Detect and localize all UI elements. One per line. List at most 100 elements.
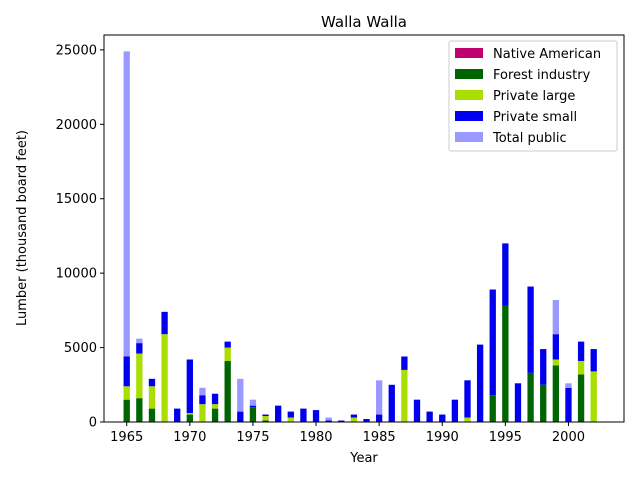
bar-segment-series4-1999 [552,299,559,335]
x-tick-label-6: 1995 [489,430,522,445]
bar-segment-series3-1965 [123,356,130,387]
bar-segment-series3-1995 [502,243,509,306]
x-axis-title: Year [349,451,378,466]
legend-swatch-0 [455,48,483,58]
bar-segment-series2-1972 [211,404,219,409]
bar-segment-series1-1965 [123,399,130,422]
chart-title: Walla Walla [321,13,407,31]
bar-segment-series3-1966 [136,343,143,354]
bar-segment-series1-1966 [136,398,143,422]
bar-segment-series3-1994 [489,289,496,396]
bar-segment-series3-1983 [350,414,358,418]
bar-segment-series3-1974 [237,411,244,422]
x-tick-label-7: 2000 [552,430,585,445]
bar-segment-series1-1975 [249,407,257,422]
bar-segment-series4-1966 [136,338,143,344]
bar-segment-series3-1972 [211,393,219,405]
bar-segment-series4-1971 [199,387,206,396]
legend-swatch-4 [455,132,483,142]
bar-segment-series4-2000 [565,383,572,388]
legend-swatch-2 [455,90,483,100]
x-tick-label-1: 1970 [173,430,206,445]
bar-segment-series3-1992 [464,380,471,418]
bar-segment-series3-1990 [439,414,446,422]
bar-segment-series3-2001 [577,341,585,361]
legend-swatch-1 [455,69,483,79]
bar-segment-series4-1965 [123,51,130,357]
bar-segment-series3-1984 [363,419,370,422]
bar-segment-series3-1968 [161,311,168,335]
bar-segment-series3-1967 [148,378,156,387]
bar-segment-series3-1970 [186,359,193,414]
bar-segment-series1-2001 [577,374,585,422]
bar-segment-series3-1969 [174,408,181,422]
bar-segment-series4-1985 [375,380,383,415]
bar-segment-series2-1966 [136,353,143,399]
bar-segment-series1-1994 [489,395,496,422]
bar-segment-series3-1973 [224,341,231,348]
legend-label-1: Forest industry [493,68,591,83]
bar-segment-series3-1978 [287,411,294,418]
y-tick-label-0: 0 [89,416,97,431]
x-tick-label-5: 1990 [426,430,459,445]
axes-layer: 0 5000 10000 15000 20000 25000 1965 1970 1975 198… [56,43,585,445]
bar-segment-series2-1992 [464,417,471,422]
bar-segment-series1-1972 [211,408,219,422]
bar-segment-series1-1976 [262,420,269,422]
bar-segment-series2-1971 [199,404,206,422]
bar-segment-series2-1967 [148,386,156,409]
bar-segment-series4-1974 [237,378,244,412]
legend-swatch-3 [455,111,483,121]
bar-segment-series1-1998 [540,384,547,422]
bars-layer [123,51,597,422]
bar-segment-series3-1987 [401,356,408,370]
bar-segment-series3-1993 [476,344,484,422]
y-tick-label-5: 25000 [56,43,97,58]
bar-segment-series2-1968 [161,334,168,422]
bar-segment-series3-2000 [565,387,572,422]
y-tick-label-2: 10000 [56,267,97,282]
bar-segment-series2-1978 [287,417,294,422]
x-tick-label-2: 1975 [236,430,269,445]
bar-segment-series3-1977 [275,405,282,422]
bar-segment-series3-2002 [590,349,597,372]
bar-segment-series3-1982 [338,420,345,422]
bar-segment-series4-1975 [249,399,257,406]
bar-segment-series2-1976 [262,416,269,421]
bar-segment-series3-1998 [540,349,547,385]
bar-segment-series1-1995 [502,305,509,422]
legend-label-0: Native American [493,47,601,62]
bar-segment-series3-1999 [552,334,559,360]
y-tick-label-4: 20000 [56,118,97,133]
x-tick-label-4: 1985 [363,430,396,445]
bar-segment-series3-1985 [375,414,383,422]
x-tick-label-0: 1965 [110,430,143,445]
legend: Native American Forest industry Private la… [448,40,618,152]
bar-segment-series2-1999 [552,359,559,366]
legend-items: Native American Forest industry Private la… [455,47,601,146]
y-axis-title: Lumber (thousand board feet) [15,130,30,326]
bar-segment-series2-2002 [590,371,597,422]
bar-segment-series2-1965 [123,386,130,400]
bar-segment-series3-1976 [262,414,269,417]
bar-segment-series3-1971 [199,395,206,405]
bar-segment-series3-1989 [426,411,433,422]
y-tick-label-1: 5000 [64,341,97,356]
bar-segment-series2-1983 [350,417,358,422]
bar-segment-series2-1987 [401,369,408,422]
bar-segment-series2-2001 [577,360,585,375]
bar-segment-series3-1996 [514,383,522,422]
bar-segment-series1-1973 [224,360,231,422]
y-tick-label-3: 15000 [56,192,97,207]
bar-segment-series4-1981 [325,417,332,421]
legend-label-4: Total public [492,131,567,146]
x-tick-label-3: 1980 [299,430,332,445]
bar-segment-series3-1997 [527,286,534,373]
legend-label-2: Private large [493,89,575,104]
bar-segment-series1-1999 [552,365,559,422]
bar-segment-series1-1970 [186,414,193,422]
bar-segment-series3-1981 [325,420,332,422]
bar-segment-series3-1980 [312,410,320,422]
plot-area-frame [103,34,625,423]
